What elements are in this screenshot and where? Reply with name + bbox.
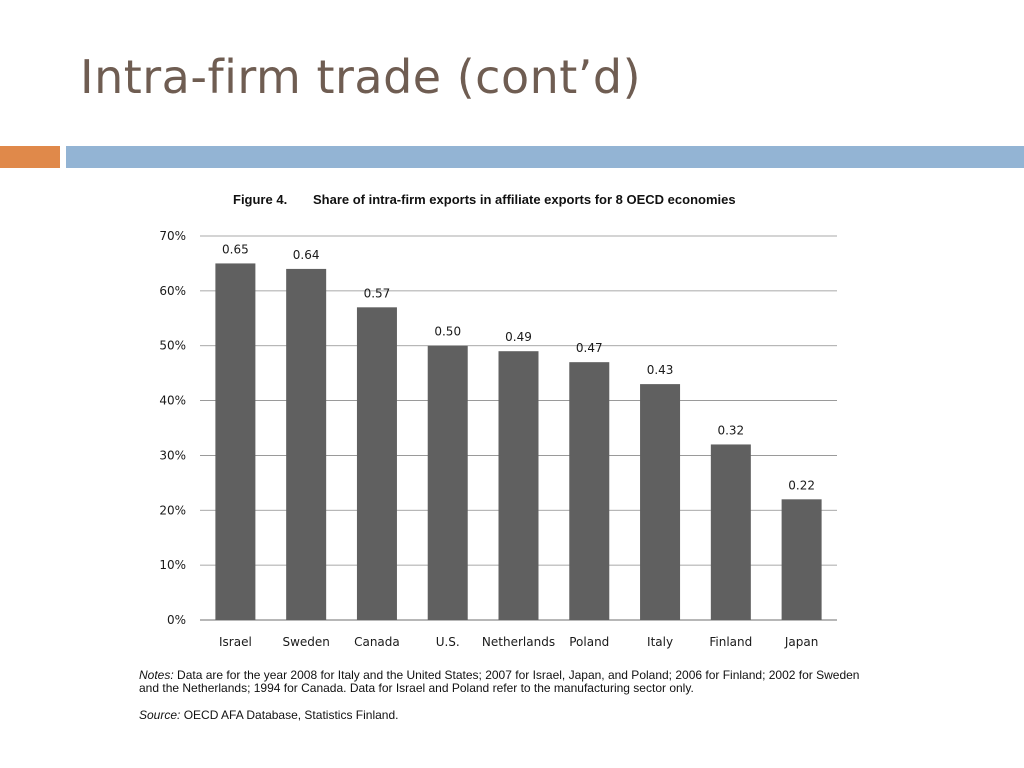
accent-bar-orange xyxy=(0,146,60,168)
bar xyxy=(569,362,610,620)
bars xyxy=(215,263,822,620)
x-tick-label: Poland xyxy=(569,635,609,649)
slide-title: Intra-firm trade (cont’d) xyxy=(80,50,642,104)
data-label: 0.43 xyxy=(647,363,674,377)
y-tick-label: 10% xyxy=(159,558,186,572)
x-tick-label: Netherlands xyxy=(482,635,555,649)
figure-title: Share of intra-firm exports in affiliate… xyxy=(313,192,736,207)
data-label: 0.50 xyxy=(434,325,461,339)
x-tick-label: Sweden xyxy=(282,635,329,649)
bar xyxy=(215,263,256,620)
y-tick-label: 60% xyxy=(159,284,186,298)
data-label: 0.64 xyxy=(293,248,320,262)
notes-label: Notes: xyxy=(139,668,174,682)
x-tick-label: Canada xyxy=(354,635,400,649)
bar xyxy=(640,384,681,620)
figure-caption: Figure 4. Share of intra-firm exports in … xyxy=(233,192,736,207)
figure-source: Source: OECD AFA Database, Statistics Fi… xyxy=(139,708,398,722)
bar xyxy=(710,444,751,620)
notes-text: Data are for the year 2008 for Italy and… xyxy=(139,668,860,695)
y-tick-label: 50% xyxy=(159,339,186,353)
x-tick-label: Italy xyxy=(647,635,673,649)
data-label: 0.57 xyxy=(364,286,391,300)
bar xyxy=(781,499,822,620)
y-tick-label: 40% xyxy=(159,394,186,408)
figure-label: Figure 4. xyxy=(233,192,288,207)
y-tick-label: 20% xyxy=(159,503,186,517)
x-tick-label: Japan xyxy=(784,635,818,649)
data-label: 0.22 xyxy=(788,478,815,492)
accent-bar-blue xyxy=(66,146,1024,168)
x-tick-label: Finland xyxy=(709,635,752,649)
bar xyxy=(427,345,468,620)
bar xyxy=(498,351,539,620)
data-label: 0.49 xyxy=(505,330,532,344)
data-label: 0.32 xyxy=(717,423,744,437)
y-tick-label: 70% xyxy=(159,229,186,243)
figure-notes: Notes: Data are for the year 2008 for It… xyxy=(139,669,879,695)
y-tick-label: 0% xyxy=(167,613,186,627)
bar xyxy=(286,268,327,620)
x-tick-label: U.S. xyxy=(436,635,460,649)
data-label: 0.65 xyxy=(222,242,249,256)
data-label: 0.47 xyxy=(576,341,603,355)
source-label: Source: xyxy=(139,708,181,722)
bar xyxy=(356,307,397,620)
x-tick-label: Israel xyxy=(219,635,252,649)
y-tick-label: 30% xyxy=(159,448,186,462)
source-text: OECD AFA Database, Statistics Finland. xyxy=(183,708,399,722)
labels: 0% 10% 20% 30% 40% 50% 60% 70% 0.65 Israel 0.64 Swe… xyxy=(159,229,818,649)
